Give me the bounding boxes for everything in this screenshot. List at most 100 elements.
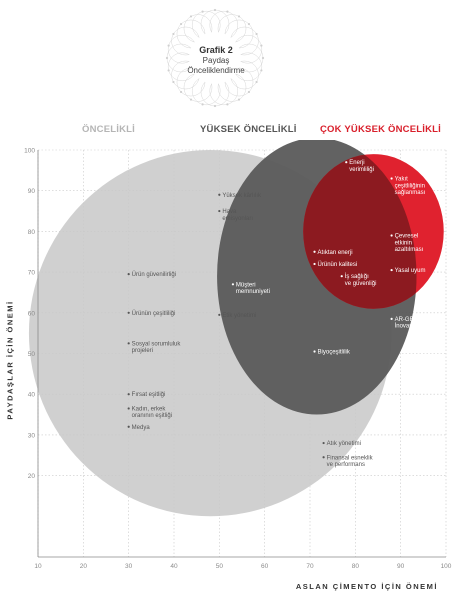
data-point: Ürünün kalitesi bbox=[313, 261, 357, 268]
y-tick-label: 90 bbox=[28, 188, 36, 195]
point-marker bbox=[218, 193, 221, 196]
point-label: Ürünün çeşitliliği bbox=[132, 310, 176, 317]
mandala-dot bbox=[237, 15, 241, 18]
point-label: Enerji verimliliği bbox=[349, 160, 374, 173]
data-point: Hava emisyonları bbox=[218, 209, 253, 222]
point-marker bbox=[390, 234, 393, 237]
chart-subtitle-line1: Paydaş bbox=[202, 56, 230, 65]
mandala-dot bbox=[201, 103, 204, 106]
data-point: Ürün güvenilirliği bbox=[127, 271, 176, 278]
point-marker bbox=[218, 209, 221, 213]
x-tick-label: 60 bbox=[261, 563, 269, 570]
y-tick-label: 40 bbox=[28, 392, 36, 399]
point-marker bbox=[390, 317, 393, 321]
mandala-dot bbox=[260, 69, 263, 72]
mandala-dot bbox=[201, 10, 204, 13]
point-label: AR-GE ve İnovasyon bbox=[395, 317, 423, 330]
point-label: Yüksek kârlılık bbox=[222, 193, 262, 199]
point-marker bbox=[231, 283, 235, 286]
mandala-dot bbox=[189, 15, 193, 18]
mandala-dot bbox=[226, 103, 229, 106]
mandala-ornament-icon bbox=[165, 8, 265, 108]
point-label: Ürün güvenilirliği bbox=[132, 271, 176, 278]
data-point: Yüksek kârlılık bbox=[218, 193, 262, 199]
mandala-dot bbox=[237, 98, 241, 101]
point-label: Fırsat eşitliği bbox=[132, 392, 166, 398]
x-tick-label: 40 bbox=[170, 563, 178, 570]
chart-title: Grafik 2 bbox=[199, 45, 233, 55]
y-tick-label: 70 bbox=[28, 270, 36, 277]
mandala-dot bbox=[165, 56, 169, 60]
point-marker bbox=[127, 311, 130, 314]
x-tick-label: 50 bbox=[216, 563, 224, 570]
mandala-dot bbox=[260, 44, 263, 47]
mandala-dot bbox=[167, 44, 170, 47]
point-label: Müşteri memnuniyeti bbox=[236, 282, 270, 295]
mandala-dot bbox=[226, 10, 229, 13]
point-label: Medya bbox=[132, 425, 151, 431]
data-point: Etik yönetimi bbox=[218, 313, 256, 319]
mandala-petal bbox=[224, 19, 254, 49]
mandala-dot bbox=[172, 32, 175, 36]
x-tick-label: 80 bbox=[352, 563, 360, 570]
category-label-high-priority: YÜKSEK ÖNCELİKLİ bbox=[200, 124, 297, 135]
mandala-dot bbox=[213, 8, 217, 12]
mandala-dot bbox=[261, 56, 265, 60]
point-label: Yakıt çeşitliliğinin sağlanması bbox=[395, 176, 426, 196]
point-marker bbox=[322, 456, 325, 459]
header: Grafik 2 Paydaş Önceliklendirme bbox=[0, 0, 456, 115]
point-label: Hava emisyonları bbox=[222, 209, 253, 222]
point-marker bbox=[127, 393, 130, 396]
data-point: Ürünün çeşitliliği bbox=[127, 310, 176, 317]
point-marker bbox=[340, 275, 343, 278]
data-point: Medya bbox=[127, 425, 151, 431]
data-point: Sosyal sorumluluk projeleri bbox=[127, 341, 182, 354]
title-block: Grafik 2 Paydaş Önceliklendirme bbox=[0, 45, 432, 76]
data-point: Müşteri memnuniyeti bbox=[231, 282, 270, 295]
y-tick-label: 100 bbox=[24, 148, 35, 155]
point-label: Biyoçeşitlilik bbox=[318, 349, 351, 355]
y-tick-label: 60 bbox=[28, 310, 36, 317]
point-label: Ürünün kalitesi bbox=[318, 261, 358, 268]
point-marker bbox=[313, 250, 316, 253]
priority-chart: 20 30 40 50 60 70 80 90 100 10 20 30 40 50 60 70 80 90 100… bbox=[24, 140, 452, 570]
mandala-dot bbox=[213, 104, 217, 108]
point-label: Kadın, erkek oranının eşitliği bbox=[132, 406, 172, 419]
point-marker bbox=[127, 273, 130, 276]
x-tick-label: 70 bbox=[306, 563, 314, 570]
data-point: Kadın, erkek oranının eşitliği bbox=[127, 406, 172, 419]
point-label: Sosyal sorumluluk projeleri bbox=[132, 341, 182, 354]
mandala-dot bbox=[255, 32, 258, 36]
point-marker bbox=[313, 350, 316, 353]
data-point: Biyoçeşitlilik bbox=[313, 349, 351, 355]
data-point: Çevresel etkinin azaltılması bbox=[390, 233, 424, 253]
point-label: Finansal esneklik ve performans bbox=[327, 455, 374, 468]
point-marker bbox=[313, 262, 316, 266]
x-tick-label: 20 bbox=[80, 563, 88, 570]
mandala-dot bbox=[179, 90, 183, 94]
data-point: Enerji verimliliği bbox=[345, 160, 374, 173]
category-label-very-high-priority: ÇOK YÜKSEK ÖNCELİKLİ bbox=[320, 124, 442, 135]
point-marker bbox=[127, 342, 130, 345]
mandala-dot bbox=[255, 80, 258, 84]
point-label: Etik yönetimi bbox=[222, 313, 256, 319]
point-label: Yasal uyum bbox=[395, 268, 426, 274]
data-point: Atıktan enerji bbox=[313, 250, 353, 256]
x-axis-label: ASLAN ÇİMENTO İÇİN ÖNEMİ bbox=[295, 582, 438, 591]
chart-subtitle-line2: Önceliklendirme bbox=[187, 66, 245, 75]
mandala-dot bbox=[247, 22, 251, 26]
mandala-dot bbox=[172, 80, 175, 84]
mandala-dot bbox=[247, 90, 251, 94]
y-tick-label: 20 bbox=[28, 473, 36, 480]
mandala-center bbox=[189, 32, 241, 84]
point-marker bbox=[127, 407, 130, 410]
y-tick-label: 50 bbox=[28, 351, 36, 358]
data-point: AR-GE ve İnovasyon bbox=[390, 317, 423, 330]
mandala-dot bbox=[189, 98, 193, 101]
data-point: Yakıt çeşitliliğinin sağlanması bbox=[390, 176, 426, 196]
y-tick-label: 30 bbox=[28, 432, 36, 439]
point-marker bbox=[127, 425, 130, 428]
point-label: Atık yönetimi bbox=[327, 441, 361, 447]
mandala-dot bbox=[179, 22, 183, 26]
x-tick-label: 100 bbox=[441, 563, 452, 570]
